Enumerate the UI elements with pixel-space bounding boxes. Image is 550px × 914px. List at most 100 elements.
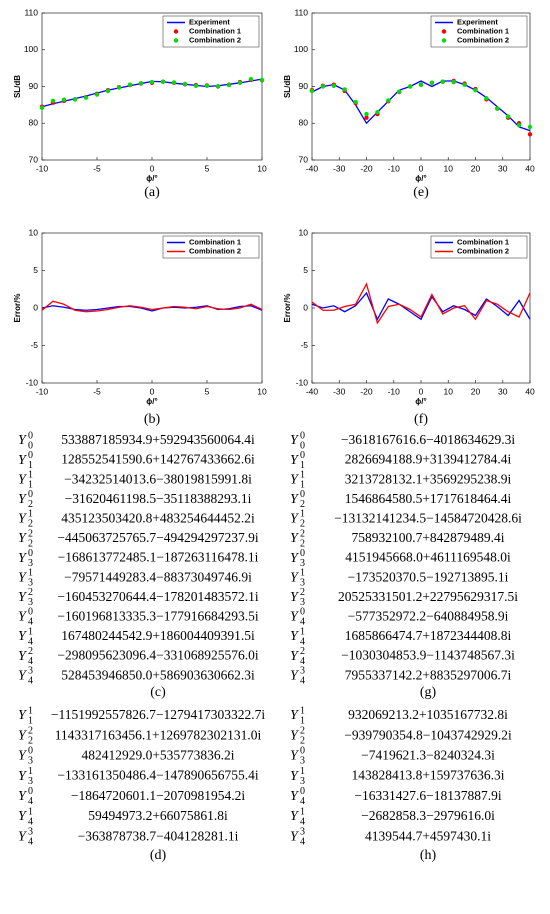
superscript: 0 [28,786,33,797]
symbol: Y [290,512,300,527]
caption: (c) [150,685,166,700]
coefficient: 1546864580.5+1717618464.4i [345,491,512,506]
legend-box [430,15,528,48]
coefficient: 2826694188.9+3139412784.4i [345,452,512,467]
symbol: Y [18,728,28,743]
x-tick-label: -5 [93,386,101,396]
symbol: Y [290,590,300,605]
data-point [320,84,326,89]
legend-swatch [441,29,447,34]
superscript: 3 [300,826,305,837]
caption: (h) [420,848,437,863]
x-tick-label: -10 [388,386,401,396]
subscript: 1 [300,460,305,471]
superscript: 1 [300,766,305,777]
symbol: Y [18,749,28,764]
legend-label: Combination 2 [189,35,241,44]
y-tick-label: 110 [24,7,38,17]
x-axis-label: ϕ/° [146,397,157,406]
superscript: 1 [28,766,33,777]
symbol: Y [290,728,300,743]
subscript: 3 [300,756,305,767]
symbol: Y [18,708,28,723]
series-line [311,291,531,321]
data-point [160,79,166,84]
data-point [94,92,100,97]
subscript: 1 [300,479,305,490]
superscript: 3 [28,826,33,837]
legend-box [430,235,528,259]
symbol: Y [18,809,28,824]
symbol: Y [18,453,28,468]
coefficient: −2682858.3−2979616.0i [361,808,495,823]
subscript: 4 [300,636,305,647]
coefficient: 435123503420.8+483254644452.2i [61,510,255,525]
y-tick-label: 90 [29,81,39,91]
symbol: Y [290,610,300,625]
symbol: Y [18,551,28,566]
superscript: 0 [300,548,305,559]
y-tick-label: -5 [30,340,38,350]
symbol: Y [18,649,28,664]
symbol: Y [290,769,300,784]
superscript: 0 [28,450,33,461]
coefficient: −1151992557826.7−1279417303322.7i [51,707,265,722]
symbol: Y [290,570,300,585]
y-tick-label: 5 [303,265,308,275]
legend-label: Combination 1 [457,237,509,246]
coefficient: −577352972.2−640884958.9i [348,608,509,623]
data-point [138,80,144,86]
coefficient: −13132141234.5−14584720428.6i [334,510,522,525]
data-point [397,89,402,94]
subscript: 3 [28,597,33,608]
data-point [182,81,188,87]
coefficient: 1143317163456.1+1269782302131.0i [55,727,262,742]
legend-label: Combination 2 [189,246,241,255]
data-point [72,97,78,102]
coefficient: 533887185934.9+592943560064.4i [61,432,255,447]
caption: (d) [150,848,167,863]
coefficient: −133161350486.4−147890656755.4i [57,768,258,783]
subscript: 4 [300,675,305,686]
coefficient: −3618167616.6−4018634629.3i [341,432,515,447]
x-tick-label: -5 [93,163,101,173]
symbol: Y [18,590,28,605]
symbol: Y [18,531,28,546]
series-line [311,80,531,132]
superscript: 2 [28,528,33,539]
symbol: Y [290,492,300,507]
superscript: 0 [300,607,305,618]
subscript: 3 [300,577,305,588]
coefficient: −31620461198.5−35118388293.1i [65,491,252,506]
data-point [127,82,133,87]
y-tick-label: 100 [294,44,308,54]
coefficient: 4151945668.0+4611169548.0i [345,550,511,565]
data-point [215,83,221,89]
subscript: 3 [300,597,305,608]
x-tick-label: -30 [333,163,346,173]
y-tick-label: 90 [299,81,309,91]
data-point [259,77,265,83]
symbol: Y [18,629,28,644]
x-tick-label: 0 [419,386,424,396]
subscript: 4 [28,675,33,686]
legend-swatch [441,38,447,43]
coefficient: 758932100.7+842879489.4i [351,530,504,545]
subscript: 3 [28,776,33,787]
data-point [116,85,122,90]
coefficient: −363878738.7−404128281.1i [78,828,239,843]
data-point [226,82,232,88]
legend-swatch [173,29,179,34]
y-tick-label: 80 [29,118,39,128]
symbol: Y [290,829,300,844]
superscript: 1 [300,806,305,817]
data-point [364,115,369,120]
caption: (g) [420,685,437,700]
x-tick-label: -10 [36,386,49,396]
x-tick-label: 40 [525,163,535,173]
coefficient: 1685866474.7+1872344408.8i [345,628,512,643]
subscript: 2 [300,519,305,530]
data-point [83,95,89,100]
superscript: 0 [300,430,305,441]
